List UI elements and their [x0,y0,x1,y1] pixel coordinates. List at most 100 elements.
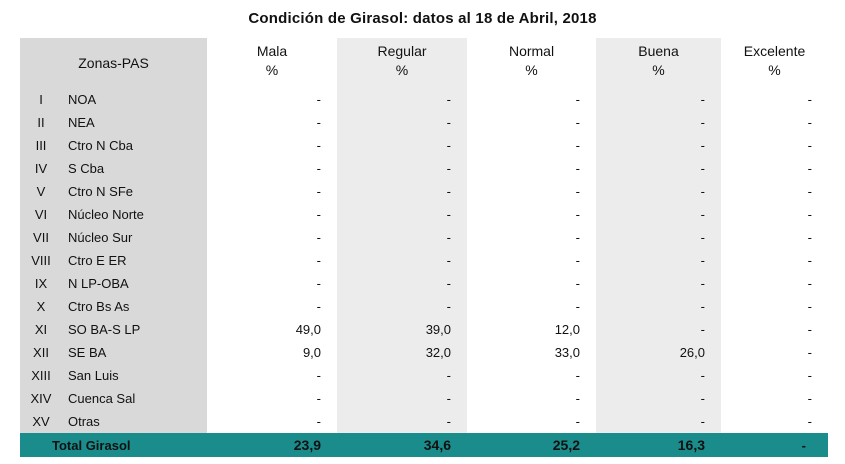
zona-name: Núcleo Sur [62,226,208,249]
table-cell: - [721,272,829,295]
table-cell: - [721,249,829,272]
table-cell: - [207,134,338,157]
condition-table: Zonas-PAS Mala% Regular% Normal% Buena% … [20,38,829,457]
table-cell: - [207,387,338,410]
zona-name: Cuenca Sal [62,387,208,410]
table-cell: - [467,272,597,295]
table-row: III Ctro N Cba - - - - - [20,134,829,157]
table-cell: - [467,134,597,157]
zona-number: XIII [20,364,62,387]
table-cell: - [337,364,468,387]
zona-name: Ctro E ER [62,249,208,272]
table-cell: - [207,272,338,295]
table-cell: - [596,88,722,111]
column-label: Buena [638,43,679,59]
total-value: 16,3 [596,433,722,457]
header-row: Zonas-PAS Mala% Regular% Normal% Buena% … [20,38,829,88]
table-cell: - [596,226,722,249]
zona-name: S Cba [62,157,208,180]
zona-name: N LP-OBA [62,272,208,295]
table-cell: - [207,180,338,203]
zona-number: X [20,295,62,318]
zona-number: VII [20,226,62,249]
table-row: VII Núcleo Sur - - - - - [20,226,829,249]
table-row: IX N LP-OBA - - - - - [20,272,829,295]
table-cell: - [596,180,722,203]
table-cell: - [337,387,468,410]
table-cell: - [721,295,829,318]
table-cell: - [337,249,468,272]
table-row: V Ctro N SFe - - - - - [20,180,829,203]
table-cell: - [337,410,468,433]
column-header-buena: Buena% [596,38,722,88]
zona-number: XIV [20,387,62,410]
table-cell: - [467,88,597,111]
table-cell: - [207,295,338,318]
total-value: - [721,433,829,457]
table-cell: - [337,180,468,203]
zona-name: Ctro N Cba [62,134,208,157]
table-cell: - [207,226,338,249]
total-label: Total Girasol [20,433,208,457]
table-cell: - [467,364,597,387]
zona-name: Ctro Bs As [62,295,208,318]
table-row: X Ctro Bs As - - - - - [20,295,829,318]
table-cell: - [467,203,597,226]
table-cell: - [207,249,338,272]
column-unit: % [395,62,409,78]
zona-number: V [20,180,62,203]
table-cell: - [337,203,468,226]
table-row: XII SE BA 9,0 32,0 33,0 26,0- [20,341,829,364]
table-cell: - [467,387,597,410]
zona-number: XI [20,318,62,341]
table-cell: - [207,157,338,180]
total-value: 23,9 [207,433,338,457]
table-cell: - [721,88,829,111]
zona-name: San Luis [62,364,208,387]
table-cell: - [337,157,468,180]
table-cell: - [721,387,829,410]
table-cell: - [337,88,468,111]
table-cell: - [721,203,829,226]
table-cell: - [596,111,722,134]
table-cell: - [337,295,468,318]
zona-number: II [20,111,62,134]
table-cell: - [467,295,597,318]
table-cell: - [207,88,338,111]
table-cell: - [467,180,597,203]
table-cell: - [596,203,722,226]
table-row: XIV Cuenca Sal - - - - - [20,387,829,410]
table-cell: 49,0 [207,318,338,341]
total-value: 25,2 [467,433,597,457]
zona-number: XII [20,341,62,364]
table-cell: - [596,295,722,318]
table-cell: - [721,318,829,341]
column-header-mala: Mala% [207,38,338,88]
column-unit: % [265,62,279,78]
zonas-header: Zonas-PAS [20,38,208,88]
total-value: 34,6 [337,433,468,457]
zona-name: SE BA [62,341,208,364]
table-row: I NOA - - - - - [20,88,829,111]
total-row: Total Girasol 23,9 34,6 25,2 16,3 - [20,433,829,457]
column-unit: % [768,62,781,78]
table-row: IV S Cba - - - - - [20,157,829,180]
table-cell: - [721,226,829,249]
table-cell: 33,0 [467,341,597,364]
zona-number: I [20,88,62,111]
table-cell: - [207,203,338,226]
table-cell: - [596,364,722,387]
zona-name: NOA [62,88,208,111]
column-unit: % [525,62,538,78]
table-cell: - [337,111,468,134]
table-row: VIII Ctro E ER - - - - - [20,249,829,272]
table-cell: - [207,364,338,387]
table-cell: - [467,249,597,272]
zona-number: IX [20,272,62,295]
zona-number: III [20,134,62,157]
column-header-excelente: Excelente% [721,38,829,88]
table-cell: - [721,410,829,433]
table-cell: - [721,111,829,134]
zona-number: IV [20,157,62,180]
table-row: XV Otras - - - - - [20,410,829,433]
